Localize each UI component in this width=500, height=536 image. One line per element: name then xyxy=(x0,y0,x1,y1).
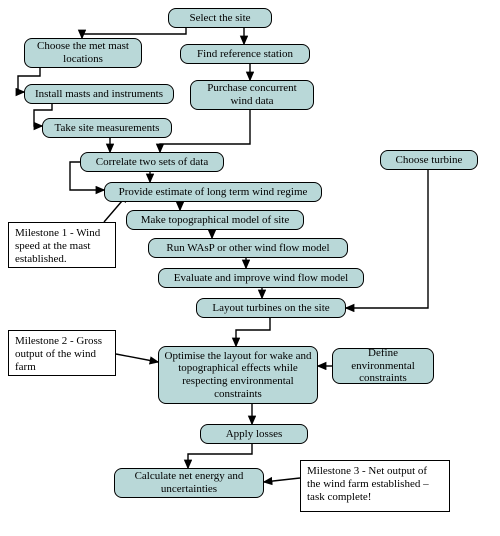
edge-apply-losses xyxy=(188,444,252,468)
node-choose-mast: Choose the met mast locations xyxy=(24,38,142,68)
edge-purchase-data xyxy=(160,110,250,152)
node-define-env: Define environmental constraints xyxy=(332,348,434,384)
node-apply-losses: Apply losses xyxy=(200,424,308,444)
node-purchase-data: Purchase concurrent wind data xyxy=(190,80,314,110)
node-install-masts: Install masts and instruments xyxy=(24,84,174,104)
node-layout-turbines: Layout turbines on the site xyxy=(196,298,346,318)
node-optimise: Optimise the layout for wake and topogra… xyxy=(158,346,318,404)
node-run-wasp: Run WAsP or other wind flow model xyxy=(148,238,348,258)
node-topo-model: Make topographical model of site xyxy=(126,210,304,230)
node-take-meas: Take site measurements xyxy=(42,118,172,138)
node-evaluate: Evaluate and improve wind flow model xyxy=(158,268,364,288)
node-calc-net: Calculate net energy and uncertainties xyxy=(114,468,264,498)
node-correlate: Correlate two sets of data xyxy=(80,152,224,172)
edge-select-site xyxy=(82,28,186,38)
node-long-term: Provide estimate of long term wind regim… xyxy=(104,182,322,202)
node-choose-turbine: Choose turbine xyxy=(380,150,478,170)
callout-milestone-1: Milestone 1 - Wind speed at the mast est… xyxy=(8,222,116,268)
edge-layout-turbines xyxy=(236,318,270,346)
node-find-ref: Find reference station xyxy=(180,44,310,64)
edge-milestone-3 xyxy=(264,478,300,482)
callout-milestone-3: Milestone 3 - Net output of the wind far… xyxy=(300,460,450,512)
callout-milestone-2: Milestone 2 - Gross output of the wind f… xyxy=(8,330,116,376)
edge-milestone-2 xyxy=(116,354,158,362)
node-select-site: Select the site xyxy=(168,8,272,28)
